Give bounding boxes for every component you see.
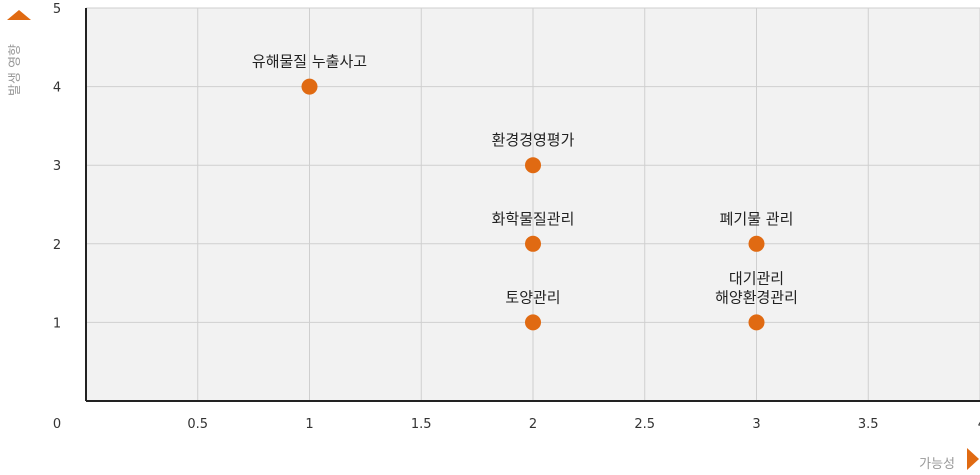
data-points <box>301 78 765 331</box>
y-tick-label: 3 <box>53 159 61 174</box>
axis-titles: 발생 영향 가능성 <box>7 10 979 472</box>
y-tick-label: 5 <box>53 2 61 17</box>
point-label: 폐기물 관리 <box>720 210 794 228</box>
data-point <box>525 235 541 252</box>
data-point <box>748 235 765 252</box>
data-point <box>748 314 765 331</box>
data-point <box>525 314 541 331</box>
data-point <box>301 78 318 95</box>
point-label: 대기관리 <box>729 269 784 287</box>
data-point <box>525 157 541 174</box>
axes <box>85 8 980 402</box>
x-tick-label: 4 <box>978 417 980 432</box>
x-axis-title: 가능성 <box>919 457 955 472</box>
tick-labels: 0 0.5 1 1.5 2 2.5 3 3.5 4 1 2 3 4 5 <box>53 2 980 432</box>
point-label: 해양환경관리 <box>715 288 798 306</box>
y-tick-label: 2 <box>53 238 61 253</box>
x-tick-label: 2 <box>529 417 537 432</box>
y-axis-title: 발생 영향 <box>8 44 23 96</box>
point-label: 토양관리 <box>505 288 560 306</box>
x-tick-label: 2.5 <box>634 417 655 432</box>
x-tick-label: 3 <box>752 417 760 432</box>
point-label: 환경경영평가 <box>492 131 575 149</box>
point-label: 유해물질 누출사고 <box>252 53 367 71</box>
x-axis-arrow-icon <box>967 448 979 470</box>
y-tick-label: 4 <box>53 81 61 96</box>
x-tick-label: 1.5 <box>411 417 432 432</box>
x-tick-label: 1 <box>305 417 313 432</box>
y-tick-label: 1 <box>53 316 61 331</box>
x-tick-label: 0 <box>53 417 61 432</box>
x-tick-label: 3.5 <box>858 417 879 432</box>
x-tick-label: 0.5 <box>187 417 208 432</box>
y-axis-arrow-icon <box>7 10 31 20</box>
point-label: 화학물질관리 <box>492 210 575 228</box>
